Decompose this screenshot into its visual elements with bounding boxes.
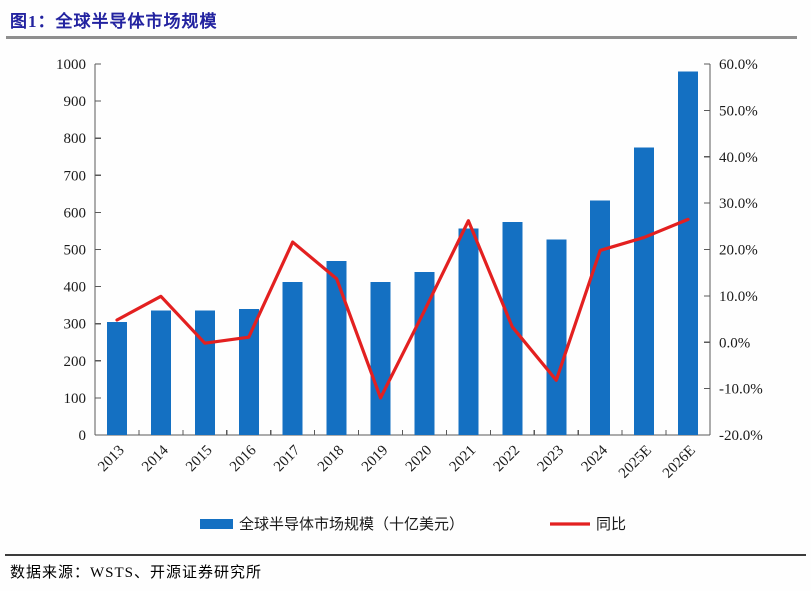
legend-line-label: 同比	[596, 516, 626, 533]
y-axis-label: 500	[64, 243, 87, 259]
right-axis-label: 10.0%	[719, 289, 758, 305]
y-axis-label: 300	[64, 317, 87, 333]
y-axis-label: 400	[64, 280, 87, 296]
bar-2017	[282, 282, 303, 435]
right-axis-label: 50.0%	[719, 103, 758, 119]
y-axis-label: 100	[64, 391, 87, 407]
bar-2023	[546, 239, 567, 435]
bar-2026E	[678, 71, 699, 436]
y-axis-label: 800	[64, 131, 87, 147]
x-axis-label: 2026E	[660, 443, 699, 482]
x-axis-label: 2025E	[616, 443, 655, 482]
right-axis-label: 20.0%	[719, 243, 758, 259]
legend-bar-swatch	[200, 519, 233, 529]
x-axis-label: 2015	[183, 443, 216, 476]
x-axis-label: 2022	[491, 443, 524, 476]
y-axis-label: 1000	[56, 57, 86, 73]
x-axis-label: 2016	[227, 442, 260, 475]
title-rule	[6, 36, 797, 39]
x-axis-label: 2020	[403, 443, 436, 476]
x-axis-label: 2024	[578, 442, 611, 475]
bar-2019	[370, 282, 391, 435]
y-axis-label: 600	[64, 205, 87, 221]
bar-2013	[106, 321, 127, 435]
yoy-line	[115, 217, 690, 400]
right-axis-label: 60.0%	[719, 57, 758, 73]
y-axis-label: 0	[79, 428, 87, 444]
right-axis-label: 40.0%	[719, 150, 758, 166]
bar-2021	[458, 228, 479, 435]
bar-2025E	[634, 147, 655, 435]
right-axis-label: 0.0%	[719, 335, 750, 351]
bar-2018	[326, 261, 347, 435]
semiconductor-market-chart: 0 100 200 300 400 500 600 700 800 900 1000 -20.0% -1…	[56, 57, 763, 533]
right-axis-label: 30.0%	[719, 196, 758, 212]
x-axis-label: 2021	[447, 443, 480, 476]
bar-2024	[590, 200, 611, 435]
x-axis-label: 2023	[535, 443, 568, 476]
x-axis-label: 2013	[95, 443, 128, 476]
bar-2015	[194, 310, 215, 435]
y-axis-label: 700	[64, 168, 87, 184]
x-axis-label: 2017	[271, 442, 304, 475]
right-axis-label: -10.0%	[719, 382, 763, 398]
y-axis-label: 200	[64, 354, 87, 370]
x-axis-label: 2019	[359, 443, 392, 476]
legend-bar-label: 全球半导体市场规模（十亿美元）	[239, 515, 464, 533]
figure-title: 图1：全球半导体市场规模	[10, 12, 218, 31]
bar-2020	[414, 271, 435, 435]
right-axis-label: -20.0%	[719, 428, 763, 444]
x-axis-label: 2014	[139, 442, 172, 475]
bar-2014	[150, 310, 171, 435]
x-axis-label: 2018	[315, 443, 348, 476]
y-axis-label: 900	[64, 94, 87, 110]
source-rule	[5, 554, 806, 556]
data-source: 数据来源：WSTS、开源证券研究所	[10, 565, 263, 581]
bar-2016	[238, 309, 259, 435]
